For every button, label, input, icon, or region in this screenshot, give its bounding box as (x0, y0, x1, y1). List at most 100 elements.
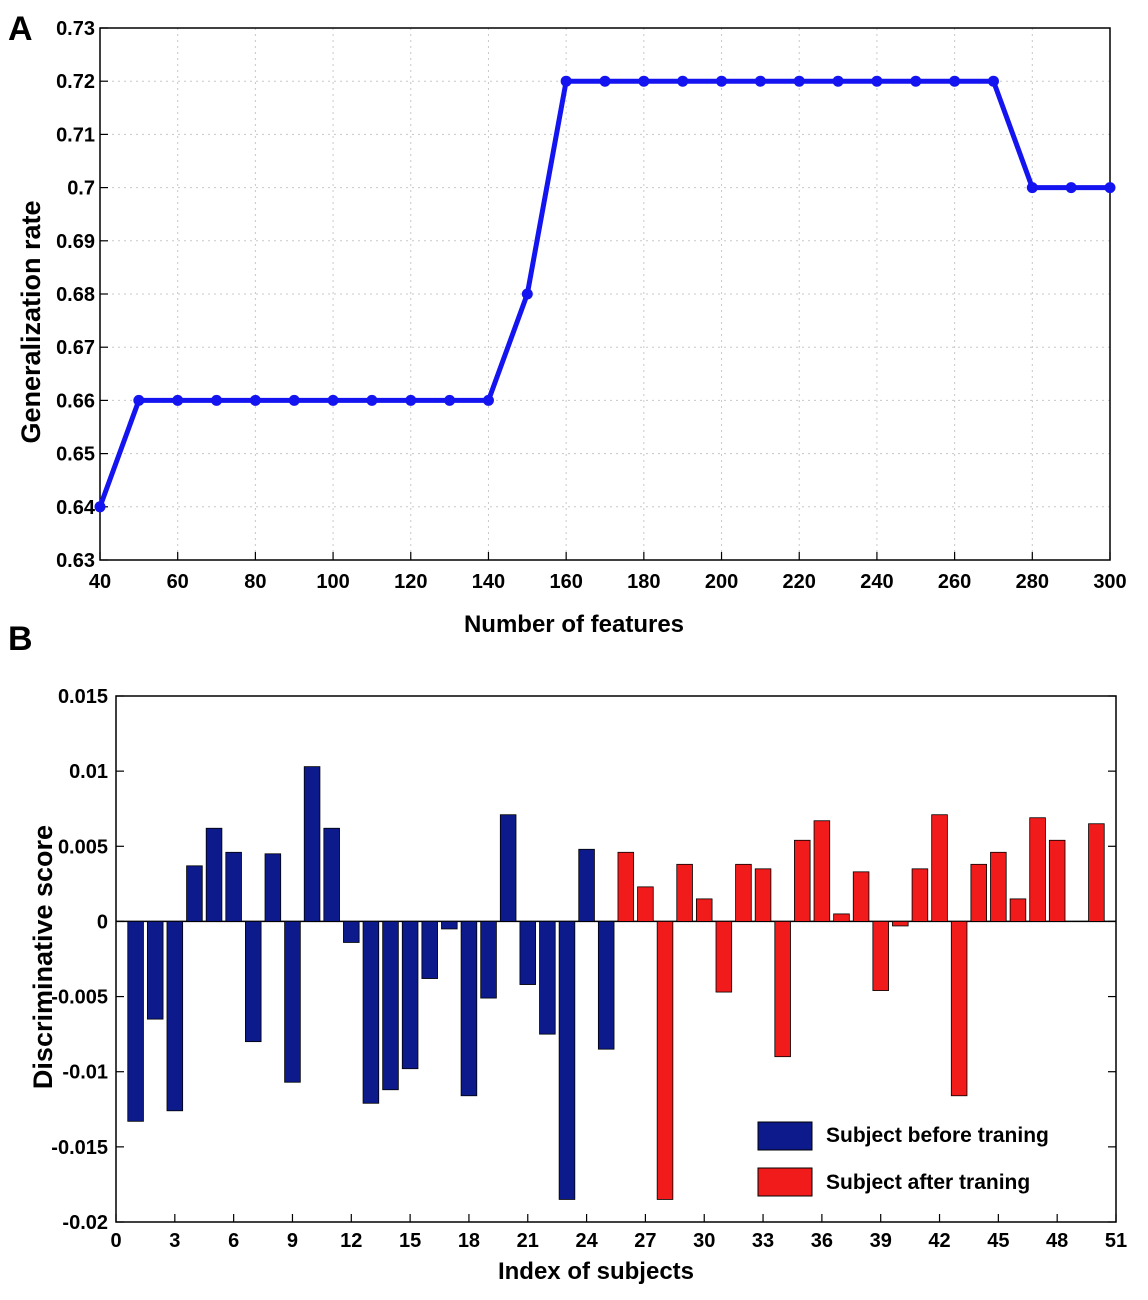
x-tick-label-8: 24 (575, 1230, 598, 1252)
x-tick-label-1: 3 (169, 1230, 180, 1252)
bar-series1-subject-33 (754, 868, 772, 922)
data-point-11 (521, 288, 533, 300)
y-tick-label-5: 0.005 (58, 836, 108, 858)
bar-series1-subject-42 (931, 814, 948, 922)
data-point-9 (444, 394, 456, 406)
y-tick-label-1: 0.64 (56, 497, 96, 519)
y-tick-label-0: 0.63 (56, 550, 95, 572)
bar-series1-subject-45 (990, 851, 1007, 922)
bar-series1-subject-35 (794, 839, 811, 922)
bar-series1-subject-43 (950, 921, 968, 1097)
bar-series1-subject-26 (617, 851, 635, 922)
bar-series1-subject-50 (1088, 823, 1105, 922)
panel-b-y-ticks: -0.02 -0.015 -0.01 -0.005 0 0.005 0.01 0.015 (51, 686, 1116, 1234)
legend-swatch-after (757, 1167, 813, 1197)
x-tick-label-10: 240 (860, 571, 893, 593)
panel-b-bars (127, 766, 1105, 1200)
x-tick-label-11: 260 (938, 571, 971, 593)
panel-b-x-ticks: 0 3 6 9 12 15 18 21 24 27 30 33 36 39 42 45 48 51 (110, 1214, 1127, 1252)
bar-series1-subject-47 (1029, 817, 1046, 922)
y-tick-label-1: -0.015 (51, 1137, 108, 1159)
data-point-18 (793, 75, 805, 87)
x-tick-label-2: 80 (244, 571, 266, 593)
bar-series1-subject-37 (833, 913, 850, 922)
bar-series0-subject-12 (343, 921, 360, 943)
panel-b-legend: Subject before traning Subject after tra… (757, 1121, 1049, 1197)
data-point-8 (405, 394, 417, 406)
data-point-23 (987, 75, 999, 87)
y-tick-label-4: 0 (97, 911, 108, 933)
x-tick-label-7: 21 (517, 1230, 539, 1252)
data-point-12 (560, 75, 572, 87)
x-tick-label-2: 6 (228, 1230, 239, 1252)
y-tick-label-7: 0.7 (67, 178, 95, 200)
panel-a-x-axis-label: Number of features (464, 611, 684, 638)
bar-series0-subject-19 (480, 921, 497, 999)
x-tick-label-6: 160 (549, 571, 582, 593)
data-point-25 (1065, 182, 1077, 194)
y-tick-label-7: 0.015 (58, 686, 108, 708)
x-tick-label-9: 27 (634, 1230, 656, 1252)
bar-series0-subject-3 (166, 921, 184, 1112)
x-tick-label-7: 180 (627, 571, 660, 593)
bar-series0-subject-17 (441, 921, 458, 930)
bar-series1-subject-48 (1048, 839, 1066, 922)
y-tick-label-6: 0.01 (69, 761, 108, 783)
bar-series1-subject-30 (695, 898, 713, 922)
bar-series0-subject-11 (323, 827, 340, 922)
y-tick-label-8: 0.71 (56, 124, 95, 146)
x-tick-label-0: 0 (110, 1230, 121, 1252)
y-tick-label-3: 0.66 (56, 390, 95, 412)
data-point-0 (94, 501, 106, 513)
data-point-2 (172, 394, 184, 406)
y-tick-label-0: -0.02 (62, 1212, 108, 1234)
x-tick-label-16: 48 (1046, 1230, 1068, 1252)
y-tick-label-5: 0.68 (56, 284, 95, 306)
bar-series0-subject-6 (225, 851, 242, 922)
bar-series1-subject-39 (872, 921, 889, 991)
data-point-15 (677, 75, 689, 87)
bar-series1-subject-46 (1009, 898, 1027, 922)
bar-series1-subject-41 (911, 868, 929, 922)
data-point-7 (366, 394, 378, 406)
data-point-16 (716, 75, 728, 87)
data-point-14 (638, 75, 650, 87)
data-point-6 (327, 394, 339, 406)
legend-label-before: Subject before traning (826, 1124, 1049, 1147)
bar-series0-subject-18 (460, 921, 478, 1097)
x-tick-label-13: 39 (870, 1230, 892, 1252)
bar-series0-subject-4 (186, 865, 203, 922)
x-tick-label-9: 220 (783, 571, 816, 593)
bar-series1-subject-44 (970, 863, 987, 922)
bar-series1-subject-31 (715, 921, 733, 993)
bar-series0-subject-10 (303, 766, 321, 922)
bar-series0-subject-20 (499, 814, 517, 922)
bar-series1-subject-38 (852, 871, 870, 922)
x-tick-label-6: 18 (458, 1230, 480, 1252)
bar-series0-subject-15 (401, 921, 419, 1070)
x-tick-label-12: 36 (811, 1230, 833, 1252)
bar-series1-subject-29 (676, 863, 693, 922)
x-tick-label-11: 33 (752, 1230, 774, 1252)
bar-series1-subject-27 (637, 886, 654, 922)
x-tick-label-10: 30 (693, 1230, 715, 1252)
data-point-17 (754, 75, 766, 87)
panel-a-data-points (94, 75, 1116, 513)
data-point-1 (133, 394, 145, 406)
bar-series0-subject-2 (146, 921, 164, 1020)
x-tick-label-5: 15 (399, 1230, 421, 1252)
data-point-13 (599, 75, 611, 87)
y-tick-label-10: 0.73 (56, 18, 95, 40)
legend-label-after: Subject after traning (826, 1171, 1030, 1194)
y-tick-label-6: 0.69 (56, 231, 95, 253)
legend-swatch-before (757, 1121, 813, 1151)
bar-series0-subject-9 (284, 921, 301, 1083)
bar-series0-subject-5 (205, 827, 223, 922)
x-tick-label-4: 12 (340, 1230, 362, 1252)
bar-series0-subject-7 (245, 921, 262, 1043)
panel-a-x-ticks: 40 60 80 100 120 140 160 180 200 220 240 260 280 300 (89, 552, 1127, 593)
x-tick-label-4: 120 (394, 571, 427, 593)
bar-series0-subject-21 (519, 921, 537, 985)
bar-series0-subject-23 (558, 921, 576, 1200)
